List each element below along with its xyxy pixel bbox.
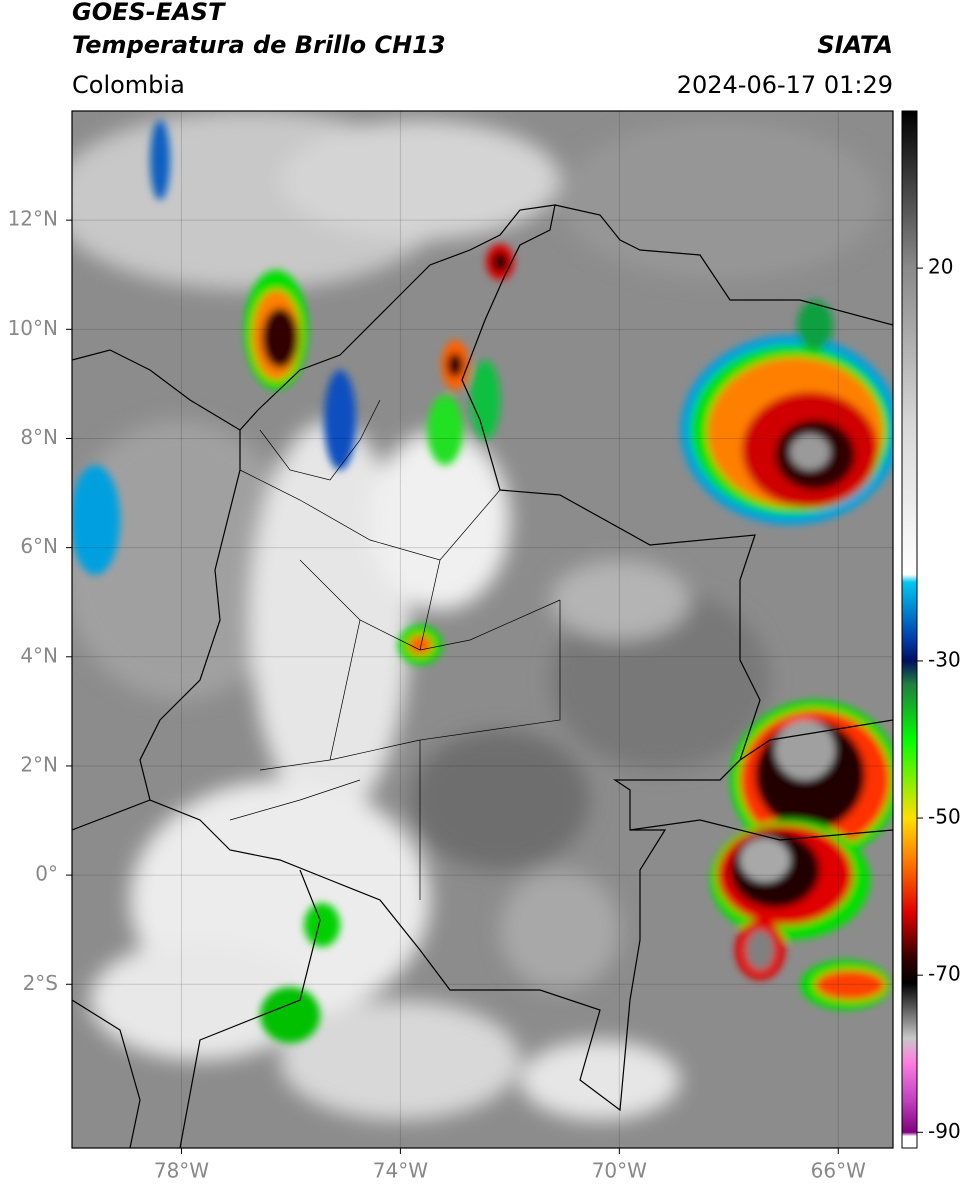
- subtitle: Temperatura de Brillo CH13: [72, 31, 446, 59]
- timestamp: 2024-06-17 01:29: [677, 71, 893, 99]
- cloud: [280, 120, 560, 240]
- x-tick-label: 66°W: [811, 1159, 866, 1183]
- x-tick-label: 74°W: [373, 1159, 428, 1183]
- cloud: [500, 870, 620, 990]
- border: [629, 719, 893, 841]
- y-tick-label: 10°N: [8, 316, 58, 340]
- map-frame: [71, 110, 894, 1149]
- storm: [735, 920, 785, 980]
- internal-border: [229, 399, 561, 900]
- colorbar-tick-label: -30: [928, 647, 961, 671]
- coastline: [554, 204, 893, 326]
- storm: [244, 270, 308, 390]
- borders: [72, 204, 893, 1148]
- storm: [680, 335, 893, 525]
- storm: [710, 820, 870, 940]
- storm: [72, 120, 833, 575]
- cloud: [550, 560, 690, 640]
- y-tick-label: 6°N: [20, 534, 58, 558]
- cloud: [410, 730, 590, 870]
- storm: [427, 360, 500, 465]
- cloud: [560, 120, 880, 280]
- cloud: [520, 1040, 680, 1120]
- coastline: [72, 799, 151, 1148]
- title: GOES-EAST: [72, 0, 226, 26]
- storm: [730, 700, 893, 860]
- x-tick-label: 70°W: [592, 1159, 647, 1183]
- colorbar: [901, 110, 918, 1149]
- storm: [441, 340, 469, 390]
- storm: [398, 625, 442, 665]
- region: Colombia: [72, 71, 185, 99]
- cloud: [90, 940, 310, 1060]
- storm: [800, 960, 890, 1010]
- border: [179, 869, 321, 1148]
- colorbar-tick-label: -50: [928, 805, 961, 829]
- colorbar-tick-label: -90: [928, 1119, 961, 1143]
- x-tick-label: 78°W: [154, 1159, 209, 1183]
- colombia-border: [139, 204, 761, 1112]
- coastline: [72, 349, 241, 431]
- cloud: [280, 1000, 520, 1120]
- cloud: [72, 420, 300, 700]
- storm-cells: [72, 120, 893, 1043]
- clouds: [72, 111, 880, 1120]
- satellite-image: [72, 111, 893, 1148]
- y-tick-label: 12°N: [8, 207, 58, 231]
- y-tick-label: 0°: [35, 862, 58, 886]
- cloud: [370, 430, 510, 610]
- y-tick-label: 2°N: [20, 752, 58, 776]
- source: SIATA: [817, 31, 893, 59]
- colorbar-tick-label: 20: [928, 255, 953, 279]
- y-tick-label: 8°N: [20, 425, 58, 449]
- storm: [486, 244, 514, 280]
- storm: [260, 903, 340, 1043]
- y-tick-label: 4°N: [20, 643, 58, 667]
- y-tick-label: 2°S: [23, 971, 58, 995]
- colorbar-tick-label: -70: [928, 962, 961, 986]
